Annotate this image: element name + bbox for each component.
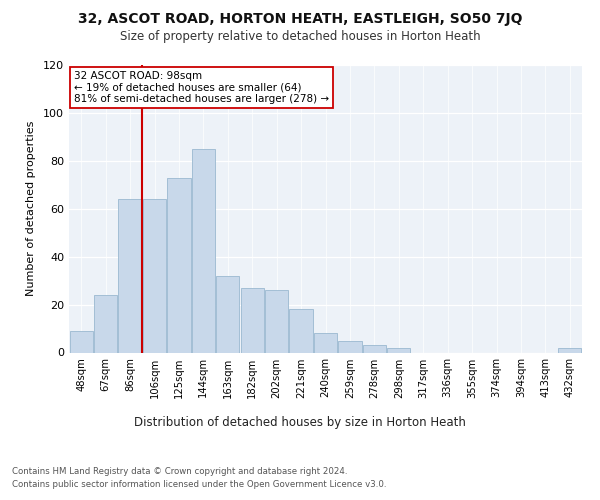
Bar — [265, 290, 288, 352]
Text: 32 ASCOT ROAD: 98sqm
← 19% of detached houses are smaller (64)
81% of semi-detac: 32 ASCOT ROAD: 98sqm ← 19% of detached h… — [74, 71, 329, 104]
Bar — [143, 199, 166, 352]
Bar — [192, 149, 215, 352]
Bar — [289, 310, 313, 352]
Bar — [216, 276, 239, 352]
Text: 32, ASCOT ROAD, HORTON HEATH, EASTLEIGH, SO50 7JQ: 32, ASCOT ROAD, HORTON HEATH, EASTLEIGH,… — [78, 12, 522, 26]
Text: Contains HM Land Registry data © Crown copyright and database right 2024.: Contains HM Land Registry data © Crown c… — [12, 468, 347, 476]
Bar — [558, 348, 581, 352]
Bar — [70, 331, 93, 352]
Bar — [338, 340, 362, 352]
Text: Size of property relative to detached houses in Horton Heath: Size of property relative to detached ho… — [119, 30, 481, 43]
Bar — [363, 346, 386, 352]
Bar — [118, 199, 142, 352]
Bar — [94, 295, 117, 352]
Bar — [387, 348, 410, 352]
Bar — [241, 288, 264, 352]
Bar — [314, 334, 337, 352]
Text: Distribution of detached houses by size in Horton Heath: Distribution of detached houses by size … — [134, 416, 466, 429]
Text: Contains public sector information licensed under the Open Government Licence v3: Contains public sector information licen… — [12, 480, 386, 489]
Bar — [167, 178, 191, 352]
Y-axis label: Number of detached properties: Number of detached properties — [26, 121, 36, 296]
